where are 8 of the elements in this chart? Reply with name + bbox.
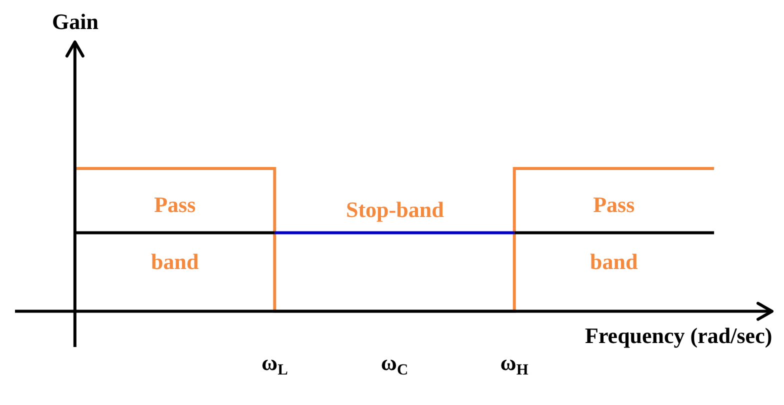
- x-tick-label: ω$_{H}$: [500, 350, 528, 379]
- text: Frequency (rad/sec): [585, 323, 772, 348]
- text: Gain: [52, 9, 98, 34]
- x-tick-label: ω$_{C}$: [380, 350, 408, 379]
- text: Pass band: [151, 192, 199, 274]
- x-tick-label: ω$_{L}$: [261, 350, 288, 379]
- annotation: Stop-band: [346, 197, 444, 222]
- text: Pass band: [590, 192, 638, 274]
